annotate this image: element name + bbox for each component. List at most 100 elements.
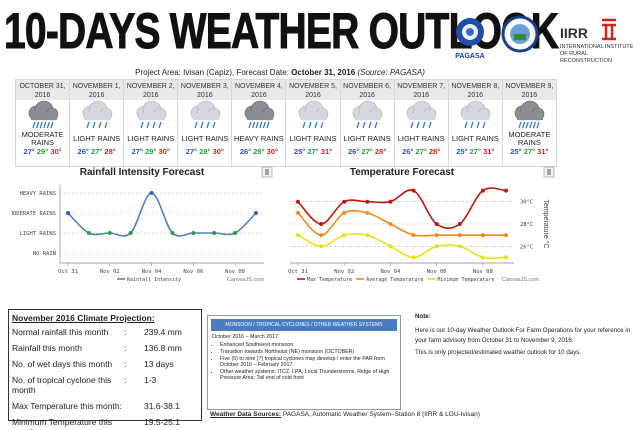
data-point xyxy=(457,244,462,249)
rain-drop xyxy=(39,121,43,129)
temperature: 25° xyxy=(293,147,306,156)
rain-drop xyxy=(194,121,198,129)
note-title: Note: xyxy=(415,313,431,320)
temperature: 30° xyxy=(158,147,170,156)
data-point xyxy=(388,244,393,249)
x-tick-label: Nov 06 xyxy=(183,269,203,275)
rain-drop xyxy=(522,121,526,129)
climate-cell: No. of tropical cyclone this month xyxy=(12,375,112,395)
climate-cell: Max Temperature this month: xyxy=(12,401,122,411)
rain-drop xyxy=(533,121,537,129)
cloud-base xyxy=(463,113,490,120)
chart-credit: CanvasJS.com xyxy=(227,277,264,283)
data-point xyxy=(480,233,485,238)
day-date: NOVEMBER 5, 2016 xyxy=(286,80,340,100)
data-point xyxy=(457,233,462,238)
systems-title: MONSOON / TROPICAL CYCLONES / OTHER WEAT… xyxy=(211,319,397,331)
weather-icon xyxy=(515,100,545,129)
rain-drop xyxy=(529,121,533,129)
y-tick-label: MODERATE RAINS xyxy=(12,211,56,217)
day-date: NOVEMBER 1, 2016 xyxy=(70,80,124,100)
y-tick-label: 28°C xyxy=(520,222,533,228)
climate-row: Rainfall this month: 136.8 mm xyxy=(12,343,201,353)
day-date: NOVEMBER 7, 2016 xyxy=(394,80,448,100)
data-point xyxy=(504,188,508,193)
temperature: 26° xyxy=(402,147,414,156)
logos: PAGASA IIRR xyxy=(455,15,616,60)
rain-drop xyxy=(158,121,162,129)
rain-drop xyxy=(314,121,318,129)
source: (Source: PAGASA) xyxy=(357,68,425,77)
data-point xyxy=(254,211,258,215)
climate-cell: : xyxy=(124,359,127,369)
cloud-base xyxy=(192,113,219,120)
system-item: Transition towards Northeast (NE) monsoo… xyxy=(220,349,400,355)
menu-button[interactable] xyxy=(261,166,273,178)
data-point xyxy=(434,222,439,226)
menu-button[interactable] xyxy=(543,166,555,178)
data-point xyxy=(296,199,300,204)
y-tick-label: LIGHT RAINS xyxy=(20,231,56,237)
day-condition: MODERATE RAINS xyxy=(508,129,551,147)
weather-icon xyxy=(190,100,221,129)
day-column: NOVEMBER 9, 2016 MODERATE RAINS 25° 27° 31… xyxy=(502,80,556,166)
climate-cell: Minimum Temperature this month: xyxy=(12,417,112,430)
temperature: 26° xyxy=(239,147,252,156)
x-tick-label: Nov 02 xyxy=(334,269,354,275)
rain-drop xyxy=(262,121,266,129)
day-temps: 27° 29° 30° xyxy=(178,147,231,156)
day-column: NOVEMBER 4, 2016 HEAVY RAINS 26° 28° 30° xyxy=(232,80,287,166)
data-point xyxy=(233,231,238,235)
rain-drop xyxy=(266,121,270,129)
climate-cell: : xyxy=(124,375,127,385)
day-date: NOVEMBER 6, 2016 xyxy=(340,80,394,100)
rain-drop xyxy=(49,121,54,129)
data-point xyxy=(212,231,217,235)
seal-land xyxy=(514,34,526,40)
chart-title: Rainfall Intensity Forecast xyxy=(80,167,205,178)
day-temps: 25° 27° 31° xyxy=(503,147,556,156)
pagasa-label: PAGASA xyxy=(455,53,484,60)
day-column: NOVEMBER 8, 2016 LIGHT RAINS 25° 27° 31° xyxy=(448,80,503,166)
rain-drop xyxy=(482,121,486,129)
rain-drop xyxy=(464,121,468,129)
temperature: 29° xyxy=(145,147,157,156)
data-point xyxy=(296,233,300,238)
rain-drop xyxy=(536,121,540,129)
rain-drop xyxy=(374,121,378,129)
data-point xyxy=(365,210,370,215)
temperature: 28° xyxy=(428,147,441,156)
data-point xyxy=(128,231,133,235)
day-column: NOVEMBER 6, 2016 LIGHT RAINS 26° 27° 28° xyxy=(340,80,395,166)
climate-cell: 1-3 xyxy=(144,375,157,385)
rain-drop xyxy=(368,121,372,129)
cloud-base xyxy=(301,113,328,120)
rain-drop xyxy=(302,121,306,129)
note-line: This is only projected/estimated weather… xyxy=(415,349,582,356)
day-temps: 27° 29° 30° xyxy=(124,147,177,156)
legend-label: Max Temperature xyxy=(307,277,352,283)
x-tick-label: Oct 31 xyxy=(58,269,78,275)
rain-drop xyxy=(46,121,50,129)
rain-drop xyxy=(31,121,36,129)
cloud-base xyxy=(30,113,57,120)
y-tick-label: HEAVY RAINS xyxy=(20,191,56,197)
data-point xyxy=(342,199,347,204)
climate-row: No. of tropical cyclone this month: 1-3 xyxy=(12,375,201,395)
temperature: 30° xyxy=(266,147,279,156)
data-point xyxy=(149,191,154,195)
data-point xyxy=(411,255,416,260)
temperature: 30° xyxy=(212,147,224,156)
systems-list: Enhanced Southwest monsoonTransition tow… xyxy=(208,342,400,381)
day-column: OCTOBER 31, 2016 MODERATE RAINS 27° 29° 30… xyxy=(16,80,71,166)
rain-drop xyxy=(259,121,263,129)
weather-icon xyxy=(136,100,167,129)
day-temps: 26° 27° 28° xyxy=(70,147,123,156)
project-line: Project Area: Ivisan (Capiz), Forecast D… xyxy=(0,68,560,77)
rain-drop xyxy=(526,121,530,129)
data-point xyxy=(107,231,112,235)
weather-icon xyxy=(460,100,491,129)
sources-label: Weather Data Sources: xyxy=(210,411,282,418)
day-date: NOVEMBER 3, 2016 xyxy=(178,80,232,100)
